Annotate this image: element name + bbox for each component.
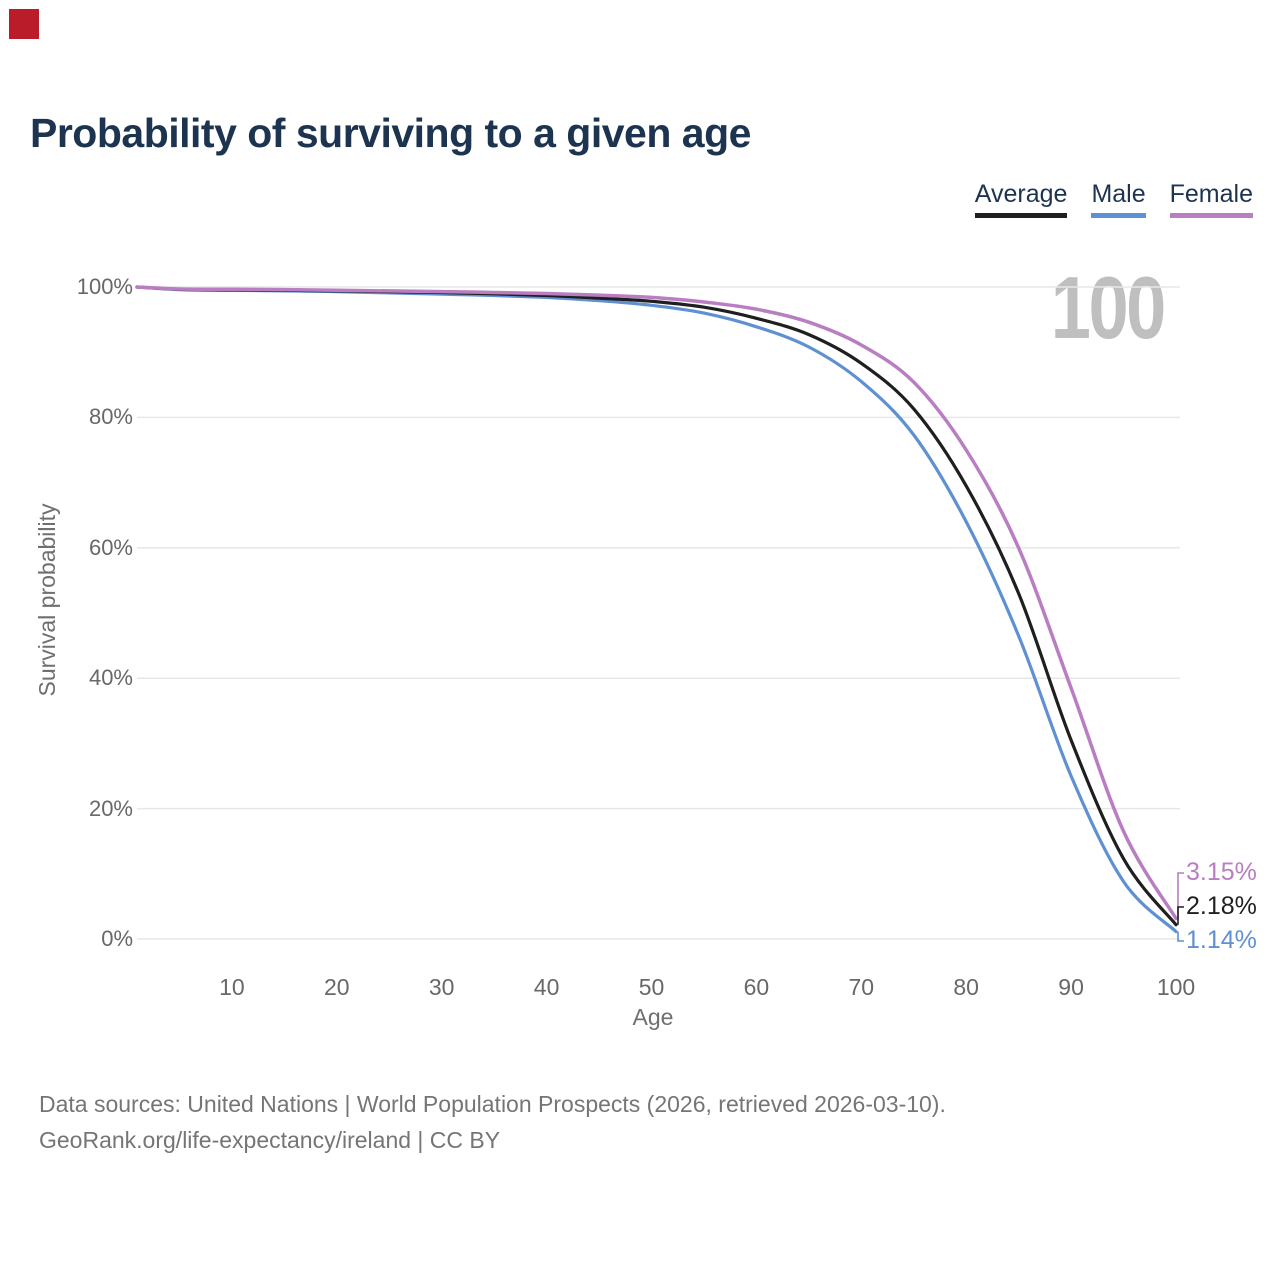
legend-item-male[interactable]: Male bbox=[1091, 180, 1146, 218]
x-axis-tick-label: 40 bbox=[533, 974, 560, 1000]
x-axis-tick-label: 10 bbox=[219, 974, 245, 1000]
end-value-label-female: 3.15% bbox=[1186, 858, 1257, 886]
x-axis-tick-label: 50 bbox=[638, 974, 665, 1000]
page-title: Probability of surviving to a given age bbox=[30, 110, 751, 156]
end-value-label-average: 2.18% bbox=[1186, 892, 1257, 920]
y-axis-tick-label: 20% bbox=[88, 795, 133, 821]
y-axis-tick-label: 100% bbox=[76, 274, 133, 299]
legend: Average Male Female bbox=[974, 180, 1253, 218]
x-axis-tick-label: 30 bbox=[428, 974, 455, 1000]
y-axis-tick-label: 60% bbox=[88, 534, 133, 560]
watermark-age-100: 100 bbox=[1050, 258, 1166, 357]
legend-item-average[interactable]: Average bbox=[974, 180, 1068, 218]
x-axis-tick-label: 100 bbox=[1156, 974, 1196, 1000]
end-value-label-male: 1.14% bbox=[1186, 926, 1257, 954]
x-axis-title: Age bbox=[632, 1004, 674, 1030]
x-axis-tick-label: 60 bbox=[743, 974, 770, 1000]
legend-item-female[interactable]: Female bbox=[1169, 180, 1253, 218]
red-marker bbox=[9, 9, 39, 39]
footer-license-line: GeoRank.org/life-expectancy/ireland | CC… bbox=[39, 1127, 501, 1153]
y-axis-tick-label: 0% bbox=[101, 926, 133, 951]
y-axis-tick-label: 40% bbox=[88, 665, 133, 691]
x-axis-tick-label: 70 bbox=[848, 974, 875, 1000]
x-axis-tick-label: 20 bbox=[324, 974, 350, 1000]
x-axis-tick-label: 80 bbox=[953, 974, 979, 1000]
footer-source-line: Data sources: United Nations | World Pop… bbox=[39, 1091, 946, 1117]
x-axis-tick-label: 90 bbox=[1058, 974, 1084, 1000]
footer: Data sources: United Nations | World Pop… bbox=[39, 1086, 946, 1158]
y-axis-tick-label: 80% bbox=[88, 404, 133, 430]
